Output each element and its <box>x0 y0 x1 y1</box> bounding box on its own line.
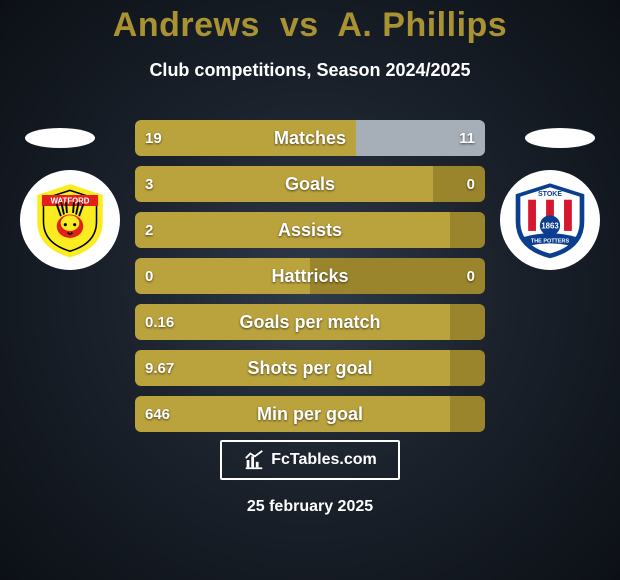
comparison-bars: Matches1911 Goals30 Assists2 Hattricks00 Goa… <box>135 120 485 442</box>
svg-text:1863: 1863 <box>541 222 559 231</box>
stat-row-goals: Goals30 <box>135 166 485 202</box>
title: Andrews vs A. Phillips <box>0 6 620 45</box>
player2-photo-placeholder <box>525 128 595 148</box>
svg-text:THE POTTERS: THE POTTERS <box>531 239 570 245</box>
stat-fill-right <box>310 258 485 294</box>
watermark-text: FcTables.com <box>271 451 377 469</box>
stat-row-hattricks: Hattricks00 <box>135 258 485 294</box>
stat-fill-left <box>135 350 450 386</box>
watford-badge-icon: WATFORD <box>31 181 109 259</box>
stat-fill-right <box>450 396 485 432</box>
stat-fill-left <box>135 396 450 432</box>
stat-fill-right <box>450 212 485 248</box>
stat-fill-left <box>135 258 310 294</box>
stat-fill-right <box>356 120 486 156</box>
player1-photo-placeholder <box>25 128 95 148</box>
stat-fill-right <box>433 166 486 202</box>
stat-fill-right <box>450 304 485 340</box>
title-player1: Andrews <box>113 6 260 44</box>
watermark: FcTables.com <box>220 440 400 480</box>
svg-text:STOKE: STOKE <box>538 191 562 198</box>
stat-row-matches: Matches1911 <box>135 120 485 156</box>
stat-fill-right <box>450 350 485 386</box>
stat-row-assists: Assists2 <box>135 212 485 248</box>
title-player2: A. Phillips <box>337 6 507 44</box>
club-badge-right: STOKE 1863 THE POTTERS <box>500 170 600 270</box>
stoke-badge-icon: STOKE 1863 THE POTTERS <box>511 181 589 259</box>
date: 25 february 2025 <box>0 498 620 516</box>
stat-fill-left <box>135 304 450 340</box>
club-badge-left: WATFORD <box>20 170 120 270</box>
chart-icon <box>243 449 265 471</box>
stat-fill-left <box>135 120 356 156</box>
stat-row-min-per-goal: Min per goal646 <box>135 396 485 432</box>
stat-fill-left <box>135 212 450 248</box>
stat-row-shots-per-goal: Shots per goal9.67 <box>135 350 485 386</box>
stat-fill-left <box>135 166 433 202</box>
stat-row-goals-per-match: Goals per match0.16 <box>135 304 485 340</box>
subtitle: Club competitions, Season 2024/2025 <box>0 60 620 81</box>
title-vs: vs <box>280 6 319 44</box>
